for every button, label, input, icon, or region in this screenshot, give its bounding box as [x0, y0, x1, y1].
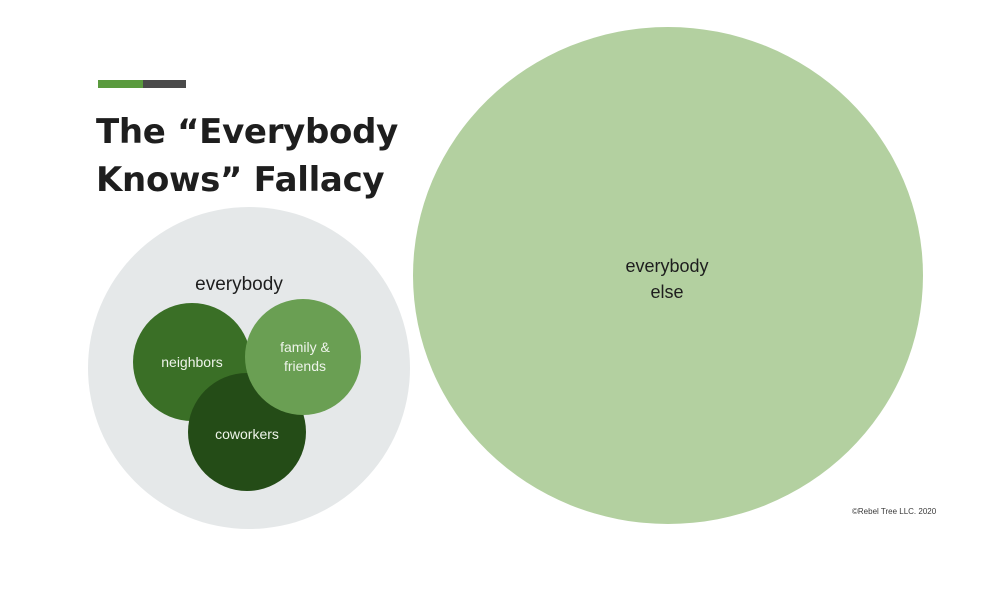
accent-bar-gray-segment — [143, 80, 186, 88]
everybody-else-circle — [413, 27, 923, 524]
family-friends-circle: family & friends — [245, 299, 361, 415]
neighbors-label: neighbors — [161, 353, 223, 370]
coworkers-label: coworkers — [215, 425, 279, 442]
everybody-label: everybody — [195, 274, 283, 295]
everybody-else-text: everybody else — [625, 256, 709, 302]
accent-bar-green-segment — [98, 80, 143, 88]
family-friends-label: family & friends — [280, 339, 330, 374]
title-accent-bar — [98, 80, 186, 88]
copyright-notice: ©Rebel Tree LLC. 2020 — [852, 507, 937, 516]
everybody-else-label: everybody else — [567, 253, 767, 305]
page-title: The “Everybody Knows” Fallacy — [96, 112, 399, 200]
